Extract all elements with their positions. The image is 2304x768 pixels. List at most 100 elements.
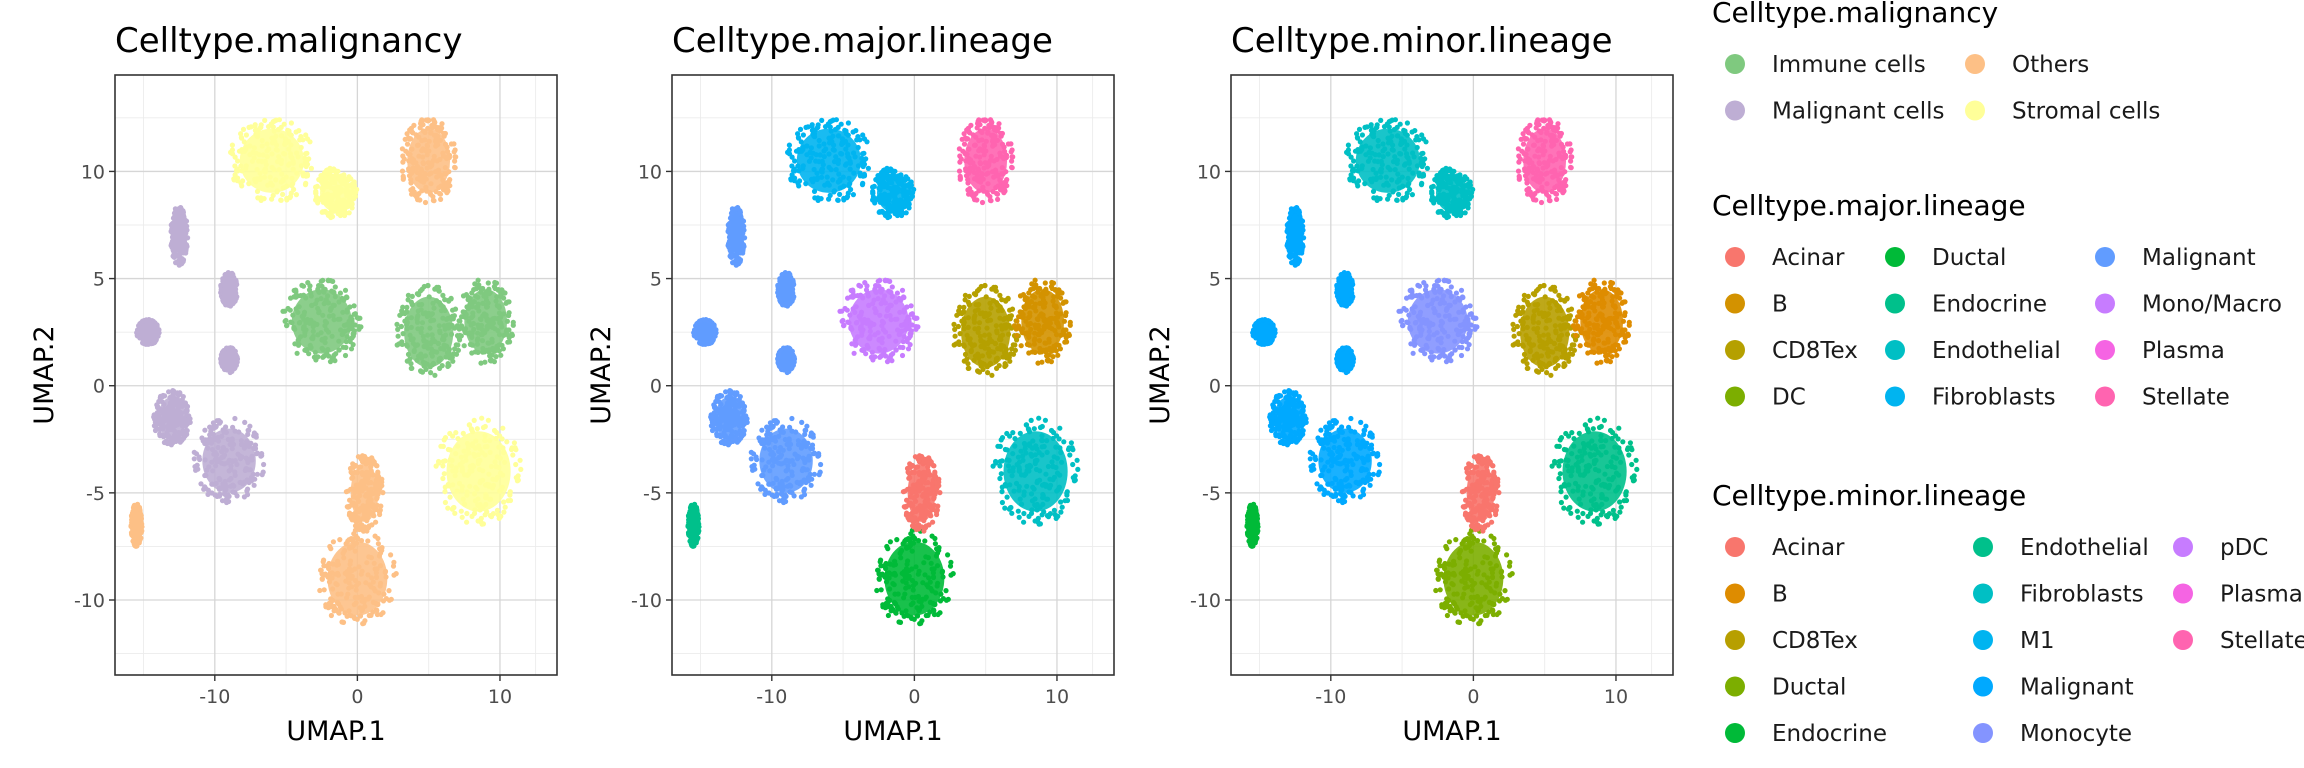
- data-point: [956, 168, 963, 174]
- data-point: [856, 282, 862, 288]
- data-point: [351, 183, 357, 189]
- cluster-core: [729, 213, 743, 259]
- data-point: [792, 158, 798, 164]
- data-point: [862, 280, 868, 286]
- data-point: [330, 354, 336, 360]
- data-point: [795, 134, 802, 141]
- data-point: [442, 489, 448, 495]
- data-point: [517, 457, 523, 463]
- data-point: [887, 278, 893, 284]
- data-point: [316, 177, 322, 183]
- data-point: [380, 490, 386, 496]
- cluster-core: [172, 213, 186, 259]
- data-point: [320, 354, 326, 360]
- data-point: [319, 576, 325, 582]
- data-point: [913, 315, 919, 321]
- data-point: [170, 388, 176, 394]
- data-point: [972, 197, 978, 203]
- data-point: [733, 206, 739, 212]
- data-point: [269, 196, 275, 202]
- data-point: [805, 124, 811, 130]
- data-point: [441, 471, 447, 477]
- cluster-core: [327, 541, 388, 616]
- data-point: [268, 121, 274, 127]
- data-point: [352, 462, 359, 469]
- data-point: [982, 118, 988, 124]
- data-point: [430, 117, 437, 123]
- data-point: [272, 118, 278, 124]
- data-point: [139, 318, 146, 324]
- data-point: [292, 341, 298, 347]
- data-point: [400, 153, 406, 159]
- data-point: [388, 552, 394, 558]
- data-point: [397, 312, 403, 318]
- cluster-core: [796, 128, 861, 193]
- cluster-core: [848, 289, 909, 354]
- data-point: [899, 287, 906, 293]
- data-point: [440, 292, 446, 298]
- data-point: [507, 492, 513, 498]
- data-point: [474, 426, 480, 432]
- data-point: [261, 461, 267, 468]
- data-point: [321, 557, 327, 563]
- data-point: [990, 124, 996, 130]
- data-point: [459, 514, 465, 520]
- data-point: [797, 126, 804, 132]
- data-point: [342, 352, 349, 359]
- data-point: [491, 359, 497, 365]
- data-point: [171, 210, 178, 216]
- data-point: [509, 332, 515, 338]
- data-point: [961, 141, 968, 147]
- data-point: [433, 463, 439, 469]
- data-point: [351, 179, 357, 185]
- data-point: [887, 354, 893, 360]
- data-point: [863, 351, 869, 357]
- data-point: [291, 186, 297, 193]
- data-point: [391, 572, 397, 578]
- data-point: [479, 415, 485, 421]
- data-point: [419, 369, 426, 375]
- data-point: [313, 357, 319, 363]
- data-point: [453, 351, 460, 357]
- data-point: [395, 333, 401, 339]
- data-point: [353, 533, 359, 539]
- data-point: [390, 563, 397, 569]
- data-point: [307, 139, 313, 145]
- data-point: [191, 449, 197, 455]
- cluster-core: [350, 463, 379, 522]
- data-point: [452, 158, 458, 164]
- data-point: [415, 197, 421, 203]
- cluster-core: [202, 428, 256, 493]
- data-point: [351, 311, 357, 317]
- x-axis-label: UMAP.1: [286, 716, 385, 747]
- data-point: [505, 498, 511, 504]
- data-point: [875, 173, 881, 179]
- data-point: [908, 179, 914, 185]
- data-point: [180, 209, 186, 215]
- data-point: [482, 512, 488, 518]
- data-point: [379, 547, 385, 554]
- data-point: [884, 165, 890, 171]
- data-point: [399, 168, 406, 174]
- data-point: [303, 132, 309, 138]
- cluster-core: [464, 289, 508, 354]
- data-point: [176, 206, 182, 212]
- data-point: [394, 321, 400, 327]
- panel-title: Celltype.malignancy: [115, 21, 463, 61]
- data-point: [456, 326, 462, 332]
- data-point: [507, 339, 513, 345]
- data-point: [160, 394, 166, 400]
- data-point: [428, 370, 434, 376]
- cluster-core: [876, 173, 910, 213]
- data-point: [473, 286, 479, 292]
- data-point: [326, 353, 332, 359]
- data-point: [162, 439, 168, 446]
- data-point: [348, 515, 354, 521]
- cluster-core: [446, 431, 511, 512]
- cluster-core: [779, 350, 793, 370]
- data-point: [833, 117, 840, 123]
- data-point: [877, 354, 883, 360]
- data-point: [313, 184, 319, 190]
- data-point: [318, 567, 324, 573]
- data-point: [328, 546, 334, 552]
